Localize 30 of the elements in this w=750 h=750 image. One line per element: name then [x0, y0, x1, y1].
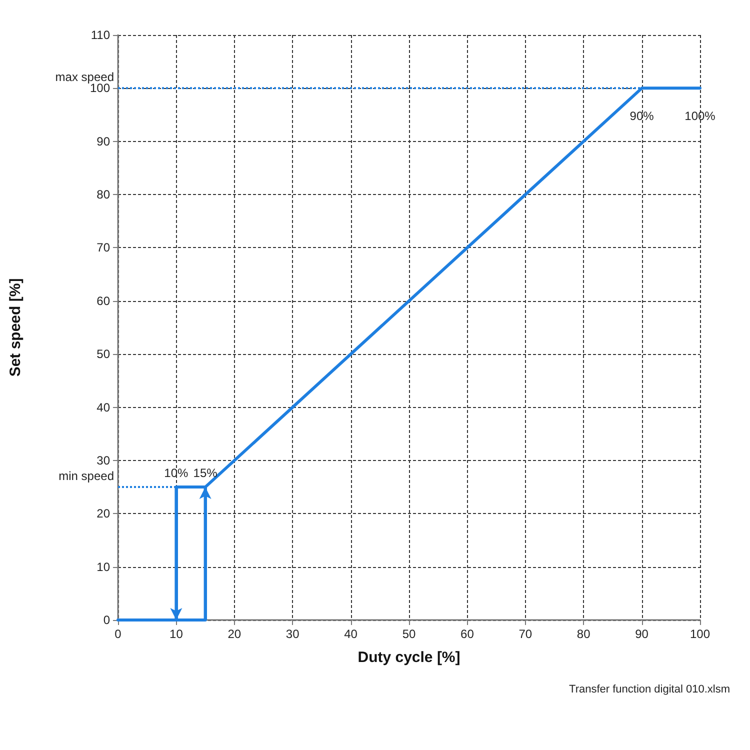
- y-tick-label: 110: [90, 28, 110, 42]
- ref-line-label: min speed: [58, 469, 114, 484]
- y-tick-label: 0: [103, 613, 110, 627]
- y-tick-label: 90: [96, 134, 110, 148]
- x-tick-label: 90: [635, 627, 649, 641]
- x-tick-label: 100: [690, 627, 710, 641]
- y-tick-label: 50: [96, 347, 110, 362]
- y-axis-title: Set speed [%]: [7, 278, 24, 377]
- x-tick-label: 20: [228, 627, 242, 641]
- x-tick-label: 40: [344, 627, 358, 641]
- x-axis-title: Duty cycle [%]: [358, 649, 460, 666]
- x-tick-label: 50: [402, 627, 416, 641]
- y-tick-label: 30: [96, 453, 110, 468]
- x-tick-label: 10: [170, 627, 184, 641]
- y-tick-label: 80: [96, 188, 110, 202]
- x-tick-label: 0: [114, 627, 122, 641]
- annotation: 100%: [684, 109, 716, 124]
- y-tick-label: 70: [96, 240, 110, 255]
- annotation: 10%: [164, 466, 189, 480]
- text: Transfer function digital 010.xlsm: [569, 684, 730, 696]
- x-tick-label: 60: [460, 627, 474, 641]
- y-tick-label: 60: [96, 294, 110, 308]
- x-tick-label: 80: [576, 627, 591, 641]
- y-tick-label: 20: [96, 506, 110, 521]
- x-tick-label: 70: [518, 627, 532, 641]
- x-tick-label: 30: [286, 627, 300, 641]
- y-tick-label: 10: [96, 560, 110, 574]
- annotation: 90%: [630, 109, 654, 124]
- annotation: 15%: [193, 466, 218, 480]
- y-tick-label: 40: [96, 400, 110, 414]
